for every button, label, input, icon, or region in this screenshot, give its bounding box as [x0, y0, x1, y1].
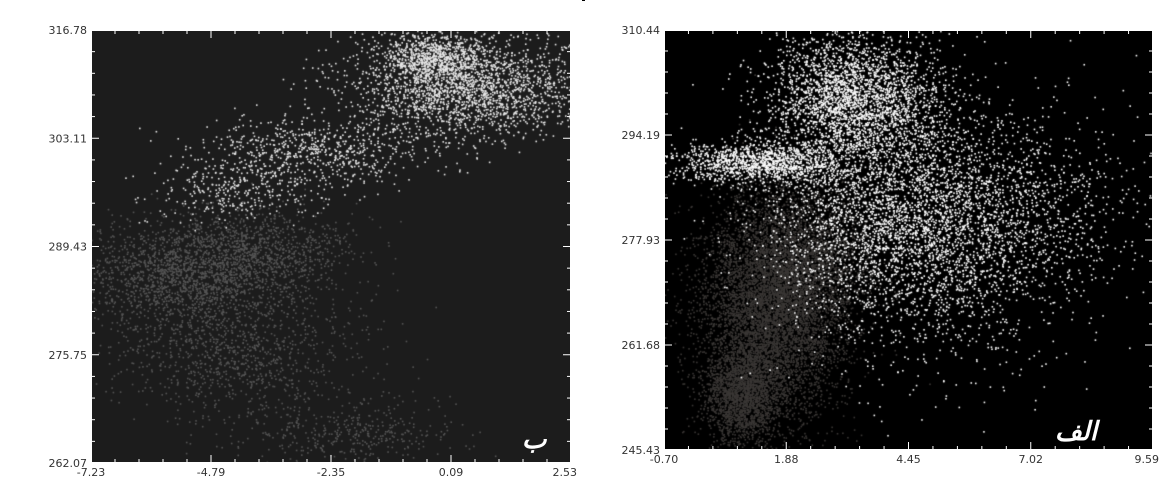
y-tick-label: 303.11 — [49, 132, 88, 145]
y-tick-label: 310.44 — [622, 24, 661, 37]
y-tick-label: 245.43 — [622, 444, 661, 457]
plot-frame — [91, 30, 571, 463]
x-tick-label: 4.45 — [896, 453, 921, 466]
x-tick-label: -7.23 — [77, 466, 105, 479]
scatter-points-b — [91, 30, 571, 463]
plot-frame — [664, 30, 1153, 450]
x-tick-label: -2.35 — [317, 466, 345, 479]
y-tick-label: 275.75 — [49, 349, 88, 362]
x-tick-label: 0.09 — [439, 466, 464, 479]
x-tick-label: -4.79 — [197, 466, 225, 479]
scatter-panel-b: -7.23 -4.79 -2.35 0.09 2.53 316.78 303.11 289.4… — [48, 24, 578, 479]
y-tick-label: 262.07 — [49, 457, 88, 470]
y-tick-label: 294.19 — [622, 129, 661, 142]
y-tick-label: 261.68 — [622, 339, 661, 352]
y-tick-label: 277.93 — [622, 234, 661, 247]
x-tick-label: 1.88 — [774, 453, 799, 466]
scatter-panel-a: -0.70 1.88 4.45 7.02 9.59 310.44 294.19 277.93 2… — [585, 0, 1161, 504]
panel-label: الف — [1055, 417, 1101, 447]
x-tick-label: -0.70 — [650, 453, 678, 466]
x-tick-label: 2.53 — [553, 466, 578, 479]
y-tick-label: 289.43 — [49, 241, 88, 254]
axes-b: -7.23 -4.79 -2.35 0.09 2.53 316.78 303.11 289.4… — [49, 24, 578, 479]
axes-a: -0.70 1.88 4.45 7.02 9.59 310.44 294.19 277.93 2… — [622, 24, 1160, 466]
x-tick-label: 9.59 — [1135, 453, 1160, 466]
scatter-points-a — [664, 30, 1153, 450]
panel-label: ب — [522, 425, 547, 455]
y-tick-label: 316.78 — [49, 24, 88, 37]
x-tick-label: 7.02 — [1019, 453, 1044, 466]
